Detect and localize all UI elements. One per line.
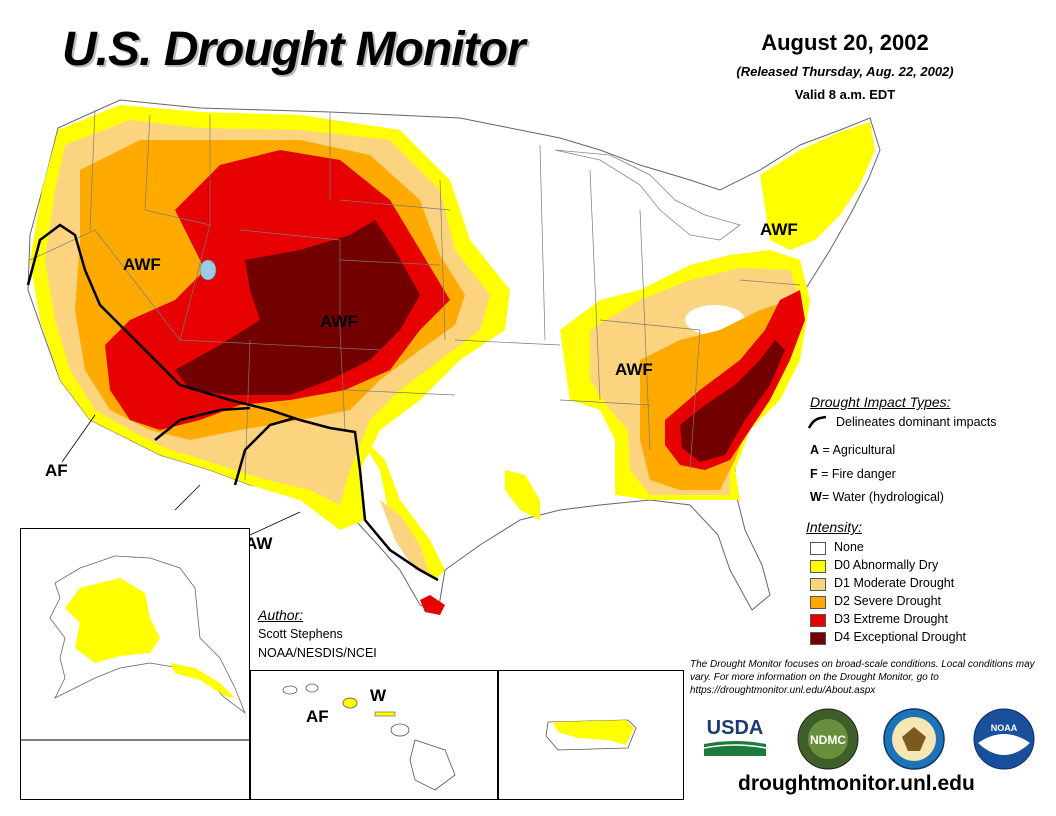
swatch-d3: [810, 614, 826, 627]
state-borders: [29, 109, 801, 481]
noaa-logo-text: NOAA: [991, 723, 1018, 733]
label-awf-northeast: AWF: [760, 220, 798, 239]
label-w-hawaii: W: [370, 686, 387, 705]
swatch-none: [810, 542, 826, 555]
great-salt-lake: [199, 259, 217, 281]
puerto-rico-inset: [498, 670, 684, 800]
d4-west-region: [175, 220, 420, 395]
swatch-d4: [810, 632, 826, 645]
impact-water: W= Water (hydrological): [810, 490, 944, 504]
usda-logo: USDA: [703, 717, 767, 756]
impact-leader-lines: [61, 414, 301, 536]
label-aw-southwest: AW: [245, 534, 273, 553]
d4-southeast-region: [680, 340, 785, 462]
delineation-line-sample: [807, 415, 827, 429]
ndmc-logo: NDMC: [797, 708, 859, 770]
label-awf-central: AWF: [320, 312, 358, 331]
author-org: NOAA/NESDIS/NCEI: [258, 646, 377, 660]
author-title: Author:: [258, 607, 304, 623]
alaska-inset: [20, 528, 250, 800]
d3-texas-tip: [420, 595, 445, 615]
puerto-rico-d0: [553, 720, 634, 745]
valid-time: Valid 8 a.m. EDT: [794, 87, 896, 102]
ndmc-logo-text: NDMC: [810, 733, 846, 747]
intensity-title: Intensity:: [806, 519, 863, 535]
d0-northeast-region: [760, 122, 875, 250]
d1-texas-region: [380, 500, 430, 575]
label-awf-west: AWF: [123, 255, 161, 274]
label-af-california: AF: [45, 461, 68, 480]
d0-gulf-region: [505, 470, 540, 520]
impact-types-title: Drought Impact Types:: [810, 394, 951, 410]
map-date: August 20, 2002: [761, 30, 929, 55]
hawaii-inset: [250, 670, 498, 800]
delineates-label: Delineates dominant impacts: [836, 415, 997, 429]
map-title: U.S. Drought Monitor: [62, 23, 526, 76]
usda-logo-text: USDA: [707, 717, 764, 739]
oahu-d0: [342, 697, 358, 709]
molokai-d0: [374, 711, 396, 717]
monitor-note: The Drought Monitor focuses on broad-sca…: [690, 659, 1035, 696]
noaa-logo: NOAA: [973, 708, 1035, 770]
impact-delineation-lines: [26, 223, 439, 582]
footer-url[interactable]: droughtmonitor.unl.edu: [738, 772, 975, 795]
label-af-hawaii: AF: [306, 707, 329, 726]
swatch-d1: [810, 578, 826, 591]
impact-agricultural: A = Agricultural: [810, 443, 896, 457]
d0-texas-region: [355, 430, 445, 580]
alaska-d0-region: [65, 578, 160, 663]
release-date: (Released Thursday, Aug. 22, 2002): [736, 64, 954, 79]
commerce-seal-logo: [883, 708, 945, 770]
author-name: Scott Stephens: [258, 627, 343, 641]
swatch-d0: [810, 560, 826, 573]
swatch-d2: [810, 596, 826, 609]
label-awf-southeast: AWF: [615, 360, 653, 379]
alaska-southeast-d0: [170, 663, 235, 698]
impact-fire: F = Fire danger: [810, 467, 896, 481]
great-lakes: [554, 149, 741, 241]
